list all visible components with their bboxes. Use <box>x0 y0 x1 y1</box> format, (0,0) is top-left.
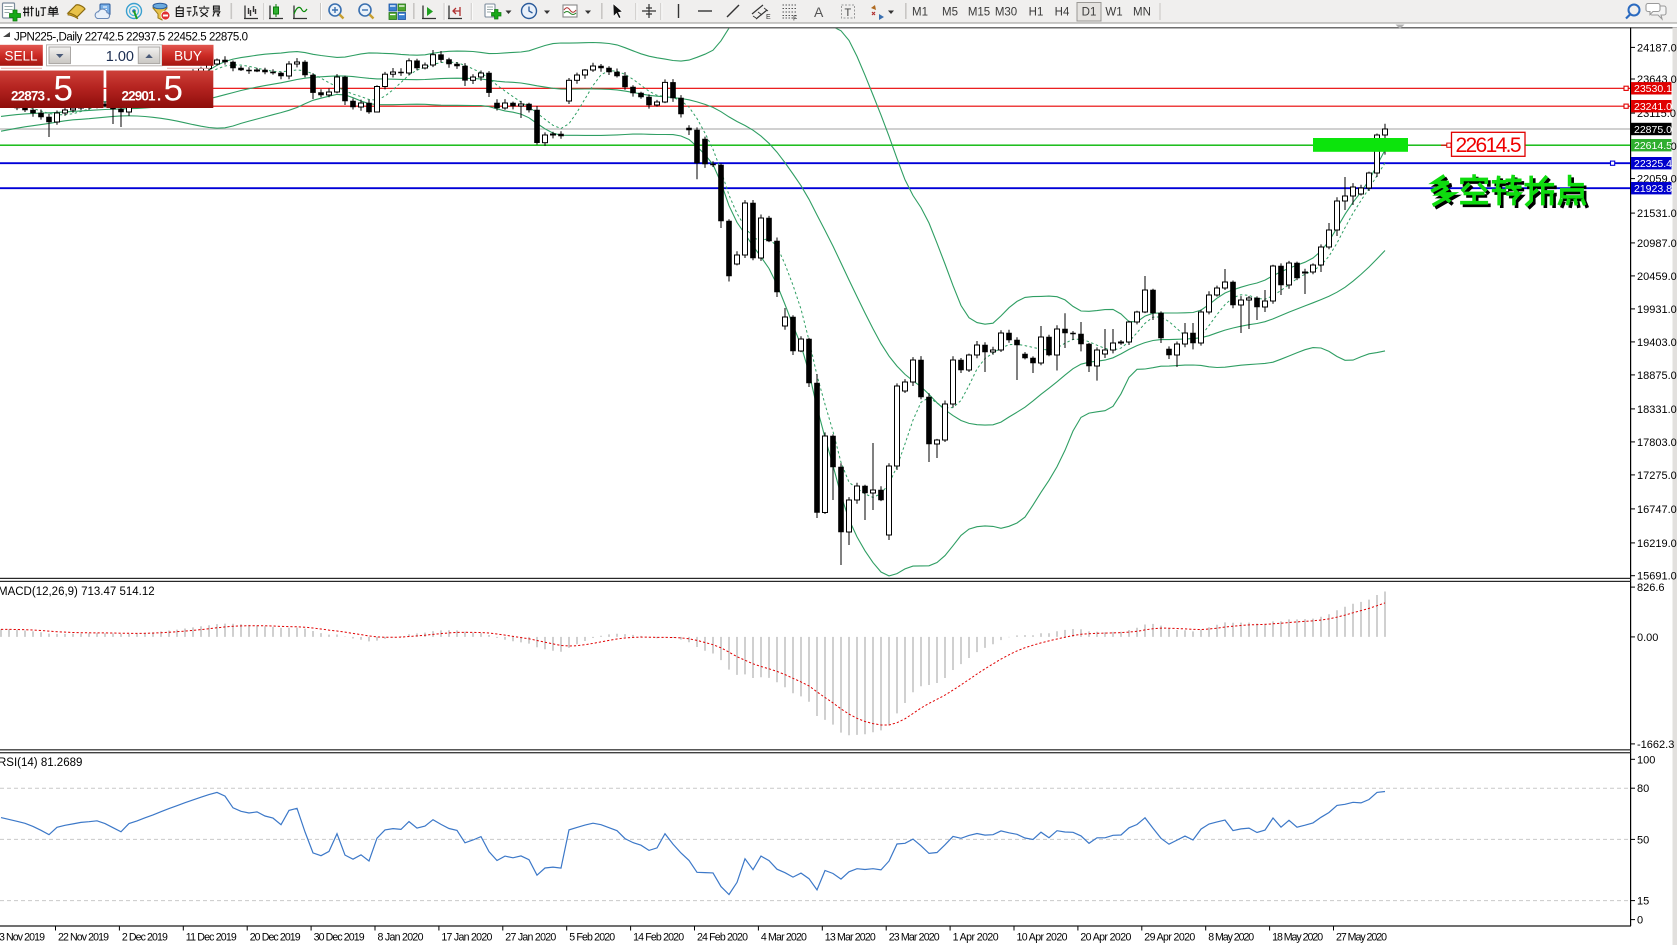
svg-text:M30: M30 <box>995 7 1017 19</box>
svg-text:E: E <box>766 14 771 21</box>
svg-text:15691.0: 15691.0 <box>1637 571 1677 583</box>
svg-text:8 Jan 2020: 8 Jan 2020 <box>378 932 424 944</box>
svg-text:23530.1: 23530.1 <box>1634 83 1672 95</box>
svg-text:24187.0: 24187.0 <box>1637 42 1677 54</box>
svg-text:T: T <box>845 7 852 19</box>
svg-text:1.00: 1.00 <box>106 49 134 65</box>
svg-text:20987.0: 20987.0 <box>1637 238 1677 250</box>
svg-text:22 Nov 2019: 22 Nov 2019 <box>58 932 109 944</box>
svg-text:18331.0: 18331.0 <box>1637 404 1677 416</box>
svg-text:24 Feb 2020: 24 Feb 2020 <box>697 932 748 944</box>
svg-text:15: 15 <box>1637 896 1649 908</box>
svg-text:100: 100 <box>1637 754 1655 766</box>
svg-text:17 Jan 2020: 17 Jan 2020 <box>441 932 492 944</box>
svg-text:M15: M15 <box>968 7 990 19</box>
svg-text:50: 50 <box>1637 834 1649 846</box>
svg-text:27 Jan 2020: 27 Jan 2020 <box>505 932 556 944</box>
svg-text:80: 80 <box>1637 783 1649 795</box>
svg-text:SELL: SELL <box>4 49 38 64</box>
svg-text:8 May 2020: 8 May 2020 <box>1208 932 1254 944</box>
svg-text:MACD(12,26,9) 713.47 514.12: MACD(12,26,9) 713.47 514.12 <box>0 586 155 598</box>
svg-text:M5: M5 <box>942 7 958 19</box>
svg-text:-1662.3: -1662.3 <box>1637 739 1674 751</box>
svg-text:22875.0: 22875.0 <box>1634 124 1672 136</box>
svg-text:19403.0: 19403.0 <box>1637 337 1677 349</box>
svg-text:5: 5 <box>54 70 73 109</box>
svg-text:29 Apr 2020: 29 Apr 2020 <box>1144 932 1195 944</box>
svg-text:5: 5 <box>164 70 183 109</box>
svg-text:22614.5: 22614.5 <box>1634 140 1672 152</box>
svg-text:826.6: 826.6 <box>1637 582 1665 594</box>
svg-text:14 Feb 2020: 14 Feb 2020 <box>633 932 684 944</box>
svg-text:18 May 2020: 18 May 2020 <box>1272 932 1323 944</box>
svg-text:22325.4: 22325.4 <box>1634 158 1672 170</box>
svg-text:0: 0 <box>1637 915 1643 927</box>
svg-text:22873: 22873 <box>11 88 45 103</box>
svg-text:11 Dec 2019: 11 Dec 2019 <box>186 932 237 944</box>
svg-text:F: F <box>793 16 797 23</box>
svg-text:23241.0: 23241.0 <box>1634 101 1672 113</box>
svg-text:13 Nov 2019: 13 Nov 2019 <box>0 932 45 944</box>
svg-text:21923.8: 21923.8 <box>1634 183 1672 195</box>
svg-text:22614.5: 22614.5 <box>1456 134 1522 157</box>
svg-text:4 Mar 2020: 4 Mar 2020 <box>761 932 807 944</box>
svg-text:30 Dec 2019: 30 Dec 2019 <box>314 932 365 944</box>
svg-text:.: . <box>47 87 51 104</box>
svg-text:BUY: BUY <box>174 49 202 64</box>
svg-text:10 Apr 2020: 10 Apr 2020 <box>1017 932 1068 944</box>
svg-text:19931.0: 19931.0 <box>1637 304 1677 316</box>
svg-text:17803.0: 17803.0 <box>1637 437 1677 449</box>
svg-text:27 May 2020: 27 May 2020 <box>1336 932 1387 944</box>
svg-text:1 Apr 2020: 1 Apr 2020 <box>953 932 999 944</box>
svg-text:22901: 22901 <box>122 88 156 103</box>
svg-text:5 Feb 2020: 5 Feb 2020 <box>569 932 615 944</box>
svg-text:23 Mar 2020: 23 Mar 2020 <box>889 932 940 944</box>
svg-text:JPN225-,Daily 22742.5 22937.5: JPN225-,Daily 22742.5 22937.5 22452.5 22… <box>14 32 248 44</box>
svg-text:M1: M1 <box>912 7 928 19</box>
svg-text:20459.0: 20459.0 <box>1637 271 1677 283</box>
svg-text:20 Apr 2020: 20 Apr 2020 <box>1080 932 1131 944</box>
svg-text:2 Dec 2019: 2 Dec 2019 <box>122 932 168 944</box>
svg-text:RSI(14) 81.2689: RSI(14) 81.2689 <box>0 757 82 769</box>
svg-text:18875.0: 18875.0 <box>1637 370 1677 382</box>
svg-text:16747.0: 16747.0 <box>1637 504 1677 516</box>
svg-text:D1: D1 <box>1082 7 1097 19</box>
svg-text:MN: MN <box>1133 7 1151 19</box>
svg-text:20 Dec 2019: 20 Dec 2019 <box>250 932 301 944</box>
svg-text:0.00: 0.00 <box>1637 632 1658 644</box>
svg-text:H1: H1 <box>1029 7 1044 19</box>
svg-text:.: . <box>157 87 161 104</box>
svg-text:16219.0: 16219.0 <box>1637 538 1677 550</box>
svg-text:21531.0: 21531.0 <box>1637 208 1677 220</box>
svg-text:13 Mar 2020: 13 Mar 2020 <box>825 932 876 944</box>
svg-text:H4: H4 <box>1055 7 1070 19</box>
svg-text:17275.0: 17275.0 <box>1637 470 1677 482</box>
svg-text:W1: W1 <box>1105 7 1122 19</box>
svg-text:A: A <box>814 4 824 20</box>
